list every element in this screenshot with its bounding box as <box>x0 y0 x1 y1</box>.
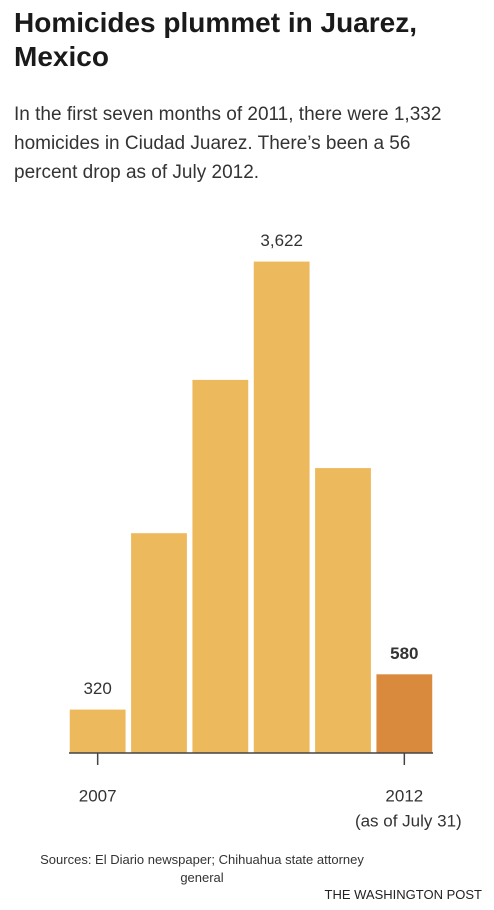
bar <box>131 533 187 753</box>
bar <box>315 468 371 753</box>
x-tick-label: 2007 <box>79 786 117 805</box>
bar <box>253 261 310 753</box>
value-label: 580 <box>390 644 418 663</box>
bar <box>376 674 433 753</box>
x-tick-label: 2012 <box>385 786 423 805</box>
value-label: 320 <box>83 679 111 698</box>
sources: Sources: El Diario newspaper; Chihuahua … <box>40 852 364 885</box>
chart-subtitle: In the first seven months of 2011, there… <box>14 104 442 183</box>
chart-title: Homicides plummet in Juarez, Mexico <box>14 7 417 72</box>
value-label: 3,622 <box>260 231 303 250</box>
category-note: (as of July 31) <box>355 811 462 830</box>
bar <box>69 709 126 753</box>
bar <box>192 379 249 753</box>
credit: THE WASHINGTON POST <box>324 887 482 902</box>
